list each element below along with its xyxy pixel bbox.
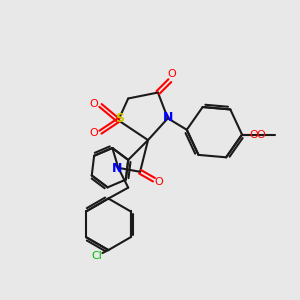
Text: S: S <box>115 112 124 125</box>
Text: N: N <box>163 111 173 124</box>
Text: O: O <box>89 99 98 110</box>
Text: O: O <box>154 177 163 187</box>
Text: O: O <box>167 69 176 79</box>
Text: N: N <box>112 162 122 175</box>
Text: O: O <box>250 130 258 140</box>
Text: O: O <box>89 128 98 138</box>
Text: Cl: Cl <box>91 251 102 261</box>
Text: O: O <box>256 130 265 140</box>
